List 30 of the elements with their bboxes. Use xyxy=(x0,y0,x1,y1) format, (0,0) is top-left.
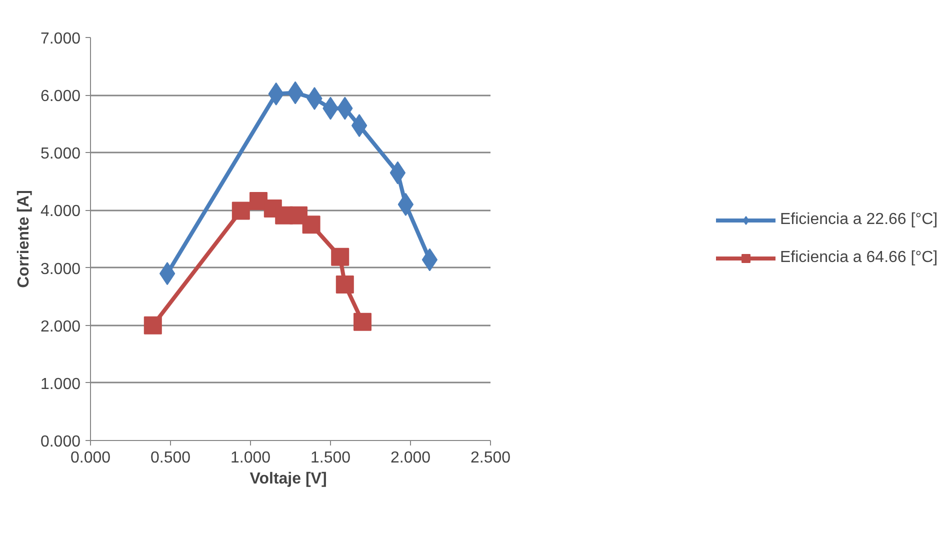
point xyxy=(144,316,162,334)
legend-label: Eficiencia a 22.66 [°C] xyxy=(780,210,937,228)
x-tick-label: 0.000 xyxy=(70,450,111,466)
x-tick-label: 1.000 xyxy=(230,450,271,466)
x-tick-label: 0.500 xyxy=(150,450,191,466)
x-tick-label: 1.500 xyxy=(310,450,351,466)
point xyxy=(398,192,414,216)
y-tick-label: 4.000 xyxy=(40,203,81,220)
x-tick-label: 2.000 xyxy=(390,450,431,466)
y-tick-label: 0.000 xyxy=(40,434,81,450)
point xyxy=(302,216,320,234)
point xyxy=(354,312,372,331)
x-tick-label: 2.500 xyxy=(470,450,511,466)
point xyxy=(331,248,350,266)
point xyxy=(336,275,354,294)
y-tick-label: 5.000 xyxy=(40,146,81,163)
legend-label: Eficiencia a 64.66 [°C] xyxy=(780,248,937,266)
y-tick-label: 1.000 xyxy=(40,376,81,393)
point xyxy=(287,81,304,104)
y-tick-label: 2.000 xyxy=(40,318,81,336)
point xyxy=(232,202,250,220)
point xyxy=(351,114,368,138)
y-axis-title: Corriente [A] xyxy=(15,190,32,288)
point xyxy=(422,248,438,272)
y-tick-label: 6.000 xyxy=(40,88,81,106)
y-tick-label: 7.000 xyxy=(40,30,81,48)
y-tick-label: 3.000 xyxy=(40,260,81,278)
point xyxy=(390,161,406,184)
x-axis-title: Voltaje [V] xyxy=(250,470,327,488)
point xyxy=(159,262,176,286)
